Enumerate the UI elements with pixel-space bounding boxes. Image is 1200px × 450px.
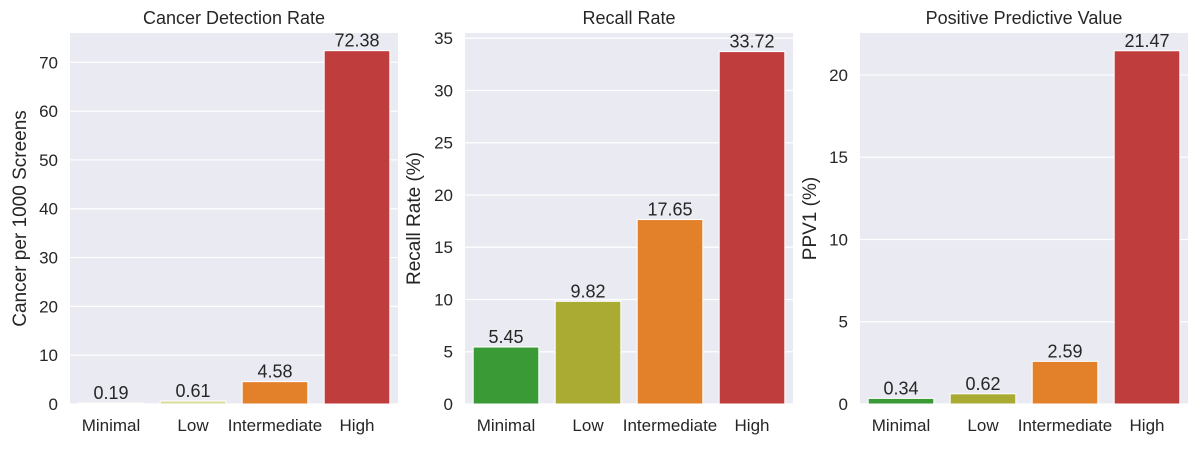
data-label: 0.61 [175,381,210,401]
x-tick-label: High [1130,416,1165,435]
y-tick-label: 20 [829,66,848,85]
x-tick-label: Intermediate [228,416,323,435]
y-tick-label: 40 [39,200,58,219]
y-tick-label: 35 [434,29,453,48]
x-tick-label: Minimal [82,416,141,435]
subplot-3: 0 5 10 15 20 0.34 Minimal 0.62 Low 2.59 Intermedia… [800,8,1188,435]
bar-low [949,393,1017,405]
subplot-2: 0 5 10 15 20 25 30 35 5.45 Minimal 9.82 Low 17.65 Int… [404,8,793,435]
y-tick-label: 30 [39,249,58,268]
x-tick-label: Low [572,416,604,435]
y-tick-label: 50 [39,151,58,170]
subplot-1: 0 10 20 30 40 50 60 70 0.19 Minimal 0.61 Low 4.58 Int… [10,8,398,435]
x-tick-label: High [340,416,375,435]
data-label: 5.45 [488,327,523,347]
y-tick-label: 15 [829,148,848,167]
bar-low [554,300,622,405]
data-label: 2.59 [1047,341,1082,361]
data-label: 0.62 [965,374,1000,394]
chart-title: Recall Rate [582,8,675,28]
y-tick-label: 10 [829,230,848,249]
x-tick-label: Minimal [477,416,536,435]
bar-high [1113,50,1181,405]
y-tick-label: 10 [434,290,453,309]
chart-title: Positive Predictive Value [926,8,1123,28]
y-tick-label: 10 [39,346,58,365]
x-tick-label: Intermediate [1018,416,1113,435]
y-axis-label: Cancer per 1000 Screens [10,110,31,327]
x-tick-label: High [735,416,770,435]
data-label: 17.65 [647,200,692,220]
data-label: 0.19 [93,383,128,403]
bar-high [323,50,391,405]
y-tick-label: 70 [39,53,58,72]
data-label: 0.34 [883,378,918,398]
data-label: 9.82 [570,281,605,301]
y-tick-label: 20 [39,297,58,316]
y-tick-label: 20 [434,186,453,205]
y-axis-label: Recall Rate (%) [404,152,425,285]
y-tick-label: 30 [434,81,453,100]
data-label: 33.72 [729,32,774,52]
data-label: 72.38 [334,31,379,51]
y-tick-label: 0 [839,395,848,414]
bar-minimal [867,397,935,405]
x-tick-label: Intermediate [623,416,718,435]
y-axis-label: PPV1 (%) [800,177,821,260]
y-tick-label: 60 [39,102,58,121]
y-tick-label: 5 [444,343,453,362]
x-tick-label: Low [177,416,209,435]
bar-minimal [472,346,540,405]
y-tick-label: 5 [839,313,848,332]
data-label: 21.47 [1124,31,1169,51]
bar-low [159,400,227,405]
bar-intermediate [241,381,309,405]
y-tick-label: 0 [444,395,453,414]
y-tick-label: 25 [434,134,453,153]
bar-intermediate [636,219,704,405]
data-label: 4.58 [257,362,292,382]
y-tick-label: 15 [434,238,453,257]
x-tick-label: Minimal [872,416,931,435]
bar-minimal [77,402,145,405]
bar-intermediate [1031,360,1099,405]
chart-title: Cancer Detection Rate [143,8,325,28]
bar-high [718,51,786,405]
y-tick-label: 0 [49,395,58,414]
x-tick-label: Low [967,416,999,435]
